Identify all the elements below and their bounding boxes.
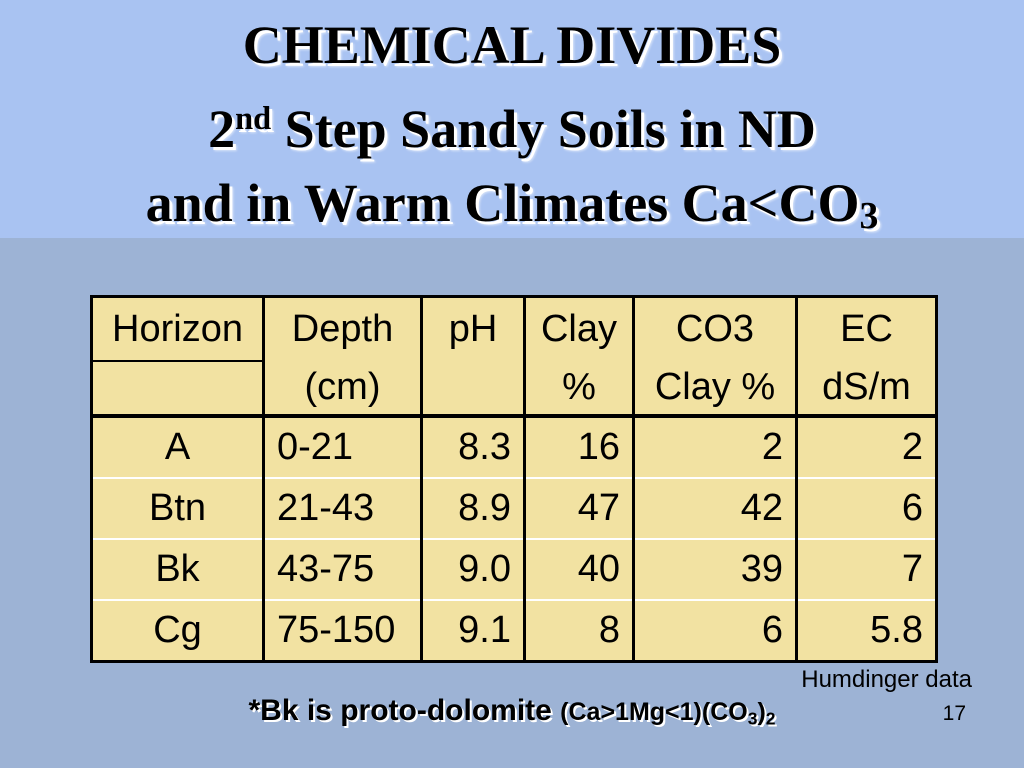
header-clay: Clay [523, 296, 635, 361]
header-ph-units [420, 361, 526, 418]
cell-ec: 7 [795, 538, 938, 600]
soil-data-table: Horizon Depth pH Clay CO3 EC (cm) % Clay… [90, 295, 938, 663]
header-co3-units: Clay % [632, 361, 798, 418]
cell-depth: 0-21 [262, 416, 423, 478]
header-horizon-units [90, 361, 265, 418]
footnote: *Bk is proto-dolomite (Ca>1Mg<1)(CO3)2 [0, 694, 1024, 729]
table-row-A: A 0-21 8.3 16 2 2 [90, 416, 938, 478]
title-text-3-prefix: and in Warm Climates Ca<CO [145, 172, 860, 233]
table-row-Cg: Cg 75-150 9.1 8 6 5.8 [90, 599, 938, 662]
data-credit: Humdinger data [801, 666, 972, 693]
cell-ph: 9.1 [420, 599, 526, 662]
header-ph: pH [420, 296, 526, 361]
cell-co3: 6 [632, 599, 798, 662]
header-depth-units: (cm) [262, 361, 423, 418]
header-depth: Depth [262, 296, 423, 361]
title-superscript-nd: nd [235, 101, 272, 137]
header-horizon: Horizon [90, 296, 265, 362]
title-text-2-prefix: 2 [208, 98, 236, 159]
cell-co3: 42 [632, 477, 798, 539]
cell-depth: 75-150 [262, 599, 423, 662]
cell-depth: 21-43 [262, 477, 423, 539]
header-row-2: (cm) % Clay % dS/m [90, 361, 938, 418]
formula-subscript-3: 3 [747, 708, 758, 729]
title-subscript-3: 3 [859, 194, 879, 237]
header-co3: CO3 [632, 296, 798, 361]
title-line-2: 2nd Step Sandy Soils in ND [0, 82, 1024, 166]
table-row-Bk: Bk 43-75 9.0 40 39 7 [90, 538, 938, 600]
title-line-1: CHEMICAL DIVIDES [0, 8, 1024, 82]
cell-ph: 8.9 [420, 477, 526, 539]
header-clay-units: % [523, 361, 635, 418]
title-text-1: CHEMICAL DIVIDES [242, 15, 782, 75]
cell-horizon: Bk [90, 538, 265, 600]
header-ec-units: dS/m [795, 361, 938, 418]
formula-subscript-2: 2 [765, 708, 776, 729]
table-row-Btn: Btn 21-43 8.9 47 42 6 [90, 477, 938, 539]
footnote-text: *Bk is proto-dolomite [248, 694, 561, 727]
cell-horizon: A [90, 416, 265, 478]
cell-co3: 2 [632, 416, 798, 478]
cell-horizon: Btn [90, 477, 265, 539]
cell-clay: 16 [523, 416, 635, 478]
cell-clay: 40 [523, 538, 635, 600]
title-line-3: and in Warm Climates Ca<CO3 [0, 166, 1024, 253]
header-ec: EC [795, 296, 938, 361]
cell-depth: 43-75 [262, 538, 423, 600]
title-band: CHEMICAL DIVIDES 2nd Step Sandy Soils in… [0, 0, 1024, 238]
page-number: 17 [942, 702, 966, 725]
cell-co3: 39 [632, 538, 798, 600]
cell-clay: 47 [523, 477, 635, 539]
formula-prefix: (Ca>1Mg<1)(CO [560, 698, 748, 726]
cell-ec: 6 [795, 477, 938, 539]
cell-horizon: Cg [90, 599, 265, 662]
cell-ec: 2 [795, 416, 938, 478]
cell-clay: 8 [523, 599, 635, 662]
title-text-2-rest: Step Sandy Soils in ND [271, 98, 816, 159]
footnote-formula: (Ca>1Mg<1)(CO3)2 [560, 698, 776, 729]
header-row-1: Horizon Depth pH Clay CO3 EC [90, 296, 938, 362]
cell-ph: 9.0 [420, 538, 526, 600]
cell-ph: 8.3 [420, 416, 526, 478]
cell-ec: 5.8 [795, 599, 938, 662]
formula-close-paren: ) [757, 698, 766, 726]
